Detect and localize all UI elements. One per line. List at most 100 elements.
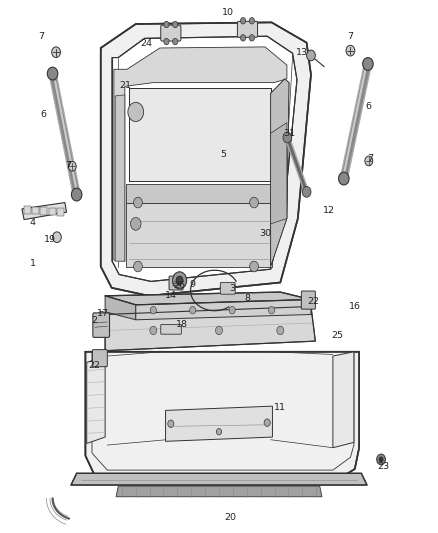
Polygon shape bbox=[32, 207, 39, 214]
Polygon shape bbox=[101, 22, 311, 296]
Circle shape bbox=[216, 429, 222, 435]
Circle shape bbox=[47, 67, 58, 80]
Polygon shape bbox=[129, 88, 271, 181]
Circle shape bbox=[168, 420, 174, 427]
Circle shape bbox=[250, 197, 258, 208]
Circle shape bbox=[52, 47, 60, 58]
Circle shape bbox=[176, 276, 183, 285]
Polygon shape bbox=[71, 473, 367, 485]
Text: 8: 8 bbox=[244, 294, 251, 303]
Circle shape bbox=[164, 38, 169, 45]
Circle shape bbox=[229, 306, 235, 314]
Text: 7: 7 bbox=[65, 161, 71, 169]
Text: 25: 25 bbox=[331, 332, 343, 340]
Text: 3: 3 bbox=[229, 285, 235, 293]
Circle shape bbox=[249, 18, 254, 24]
Text: 11: 11 bbox=[274, 403, 286, 411]
Polygon shape bbox=[166, 406, 272, 441]
Text: 12: 12 bbox=[322, 206, 335, 215]
Text: 7: 7 bbox=[39, 32, 45, 41]
Circle shape bbox=[134, 261, 142, 272]
Polygon shape bbox=[333, 352, 354, 448]
Circle shape bbox=[98, 311, 105, 320]
Text: 1: 1 bbox=[30, 260, 36, 268]
Circle shape bbox=[268, 306, 275, 314]
Text: 5: 5 bbox=[220, 150, 226, 159]
Text: 31: 31 bbox=[283, 129, 295, 138]
FancyBboxPatch shape bbox=[169, 276, 183, 290]
FancyBboxPatch shape bbox=[93, 313, 110, 337]
Text: 22: 22 bbox=[88, 361, 100, 370]
Text: 24: 24 bbox=[141, 39, 153, 48]
Circle shape bbox=[215, 326, 223, 335]
Circle shape bbox=[249, 35, 254, 41]
Text: 7: 7 bbox=[347, 32, 353, 41]
Polygon shape bbox=[105, 306, 315, 351]
Circle shape bbox=[71, 188, 82, 201]
Polygon shape bbox=[85, 352, 359, 482]
Text: 22: 22 bbox=[307, 297, 319, 305]
Text: 19: 19 bbox=[43, 236, 56, 244]
Polygon shape bbox=[116, 486, 322, 497]
Polygon shape bbox=[126, 184, 272, 203]
Circle shape bbox=[131, 217, 141, 230]
Text: 17: 17 bbox=[97, 309, 109, 318]
Circle shape bbox=[150, 306, 156, 314]
Circle shape bbox=[363, 58, 373, 70]
Polygon shape bbox=[112, 36, 297, 281]
FancyBboxPatch shape bbox=[237, 21, 258, 37]
FancyBboxPatch shape bbox=[301, 291, 315, 309]
Circle shape bbox=[379, 457, 383, 462]
Text: 30: 30 bbox=[259, 229, 271, 238]
Text: 18: 18 bbox=[176, 320, 188, 328]
Polygon shape bbox=[22, 203, 67, 220]
Polygon shape bbox=[271, 79, 289, 266]
Text: 26: 26 bbox=[173, 281, 186, 289]
Circle shape bbox=[346, 45, 355, 56]
Text: 9: 9 bbox=[190, 280, 196, 288]
Text: 21: 21 bbox=[119, 81, 131, 90]
Circle shape bbox=[365, 156, 373, 166]
Circle shape bbox=[240, 35, 246, 41]
Text: 23: 23 bbox=[377, 463, 389, 471]
Circle shape bbox=[173, 272, 187, 289]
Circle shape bbox=[377, 454, 385, 465]
Polygon shape bbox=[114, 47, 287, 261]
Circle shape bbox=[339, 172, 349, 185]
Text: 16: 16 bbox=[349, 302, 361, 311]
Circle shape bbox=[164, 21, 169, 28]
Polygon shape bbox=[105, 296, 136, 320]
Circle shape bbox=[240, 18, 246, 24]
Polygon shape bbox=[105, 292, 311, 305]
Text: 20: 20 bbox=[224, 513, 236, 521]
FancyBboxPatch shape bbox=[220, 282, 235, 294]
Circle shape bbox=[173, 38, 178, 45]
Polygon shape bbox=[271, 123, 287, 224]
Circle shape bbox=[283, 132, 292, 143]
Circle shape bbox=[307, 50, 315, 61]
Text: 14: 14 bbox=[165, 292, 177, 300]
Text: 10: 10 bbox=[222, 9, 234, 17]
Polygon shape bbox=[57, 208, 64, 216]
Circle shape bbox=[128, 102, 144, 122]
Polygon shape bbox=[136, 300, 311, 320]
Text: 7: 7 bbox=[367, 155, 373, 163]
Text: 4: 4 bbox=[30, 219, 36, 227]
Polygon shape bbox=[40, 207, 47, 215]
Text: 6: 6 bbox=[365, 102, 371, 111]
Circle shape bbox=[250, 261, 258, 272]
Polygon shape bbox=[87, 356, 105, 443]
Circle shape bbox=[68, 161, 76, 171]
Circle shape bbox=[134, 197, 142, 208]
Polygon shape bbox=[115, 95, 125, 261]
Polygon shape bbox=[126, 203, 272, 266]
FancyBboxPatch shape bbox=[92, 350, 107, 367]
Text: 13: 13 bbox=[296, 48, 308, 56]
Text: 6: 6 bbox=[41, 110, 47, 119]
Circle shape bbox=[190, 306, 196, 314]
Circle shape bbox=[277, 326, 284, 335]
Circle shape bbox=[264, 419, 270, 426]
FancyBboxPatch shape bbox=[161, 325, 181, 334]
Text: 2: 2 bbox=[91, 317, 97, 325]
FancyBboxPatch shape bbox=[161, 25, 181, 41]
